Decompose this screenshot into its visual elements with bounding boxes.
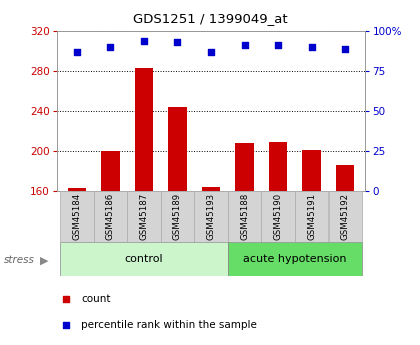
Bar [94, 191, 127, 242]
Bar [60, 191, 94, 242]
Bar [161, 191, 194, 242]
Text: GSM45192: GSM45192 [341, 193, 350, 240]
Point [107, 44, 114, 50]
Point [241, 43, 248, 48]
Bar [127, 191, 161, 242]
Point [275, 43, 281, 48]
Bar [101, 151, 120, 191]
Text: percentile rank within the sample: percentile rank within the sample [81, 320, 257, 330]
Point [174, 40, 181, 45]
Point [141, 38, 147, 43]
Text: acute hypotension: acute hypotension [243, 254, 346, 264]
Bar [269, 142, 287, 191]
Point [308, 44, 315, 50]
Bar [194, 191, 228, 242]
Bar [228, 191, 261, 242]
Text: GSM45193: GSM45193 [207, 193, 215, 240]
Text: ▶: ▶ [40, 256, 48, 265]
Point [292, 160, 299, 166]
Bar [336, 165, 354, 191]
Bar [60, 241, 228, 276]
Text: GSM45188: GSM45188 [240, 193, 249, 240]
Bar [135, 68, 153, 191]
Point [208, 49, 215, 55]
Text: GSM45186: GSM45186 [106, 193, 115, 240]
Bar [228, 241, 362, 276]
Text: control: control [125, 254, 163, 264]
Text: stress: stress [4, 256, 35, 265]
Bar [302, 150, 321, 191]
Text: GSM45190: GSM45190 [274, 193, 283, 240]
Bar [235, 143, 254, 191]
Text: GSM45189: GSM45189 [173, 193, 182, 240]
Text: GSM45191: GSM45191 [307, 193, 316, 240]
Text: GSM45184: GSM45184 [72, 193, 81, 240]
Text: GSM45187: GSM45187 [139, 193, 148, 240]
Bar [202, 187, 220, 191]
Point [74, 49, 80, 55]
Bar [295, 191, 328, 242]
Point [342, 46, 349, 51]
Bar [68, 188, 86, 191]
Text: GDS1251 / 1399049_at: GDS1251 / 1399049_at [133, 12, 287, 25]
Text: count: count [81, 294, 111, 304]
Bar [168, 107, 187, 191]
Bar [328, 191, 362, 242]
Bar [261, 191, 295, 242]
